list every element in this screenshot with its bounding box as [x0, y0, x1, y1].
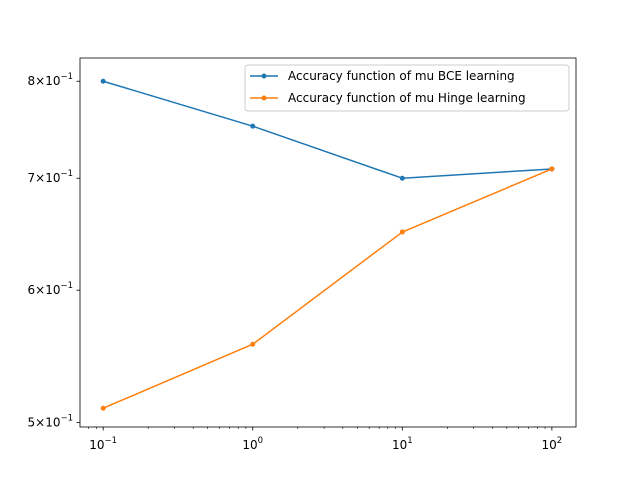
- data-point: [100, 405, 106, 411]
- legend-marker-hinge: [261, 95, 267, 101]
- series-layer: [100, 78, 555, 411]
- legend-label-hinge: Accuracy function of mu Hinge learning: [288, 91, 526, 105]
- y-axis-ticks: 5×10−1 6×10−1 7×10−1 8×10−1: [27, 72, 80, 430]
- data-point: [399, 229, 405, 235]
- legend-marker-bce: [261, 73, 267, 79]
- legend-label-bce: Accuracy function of mu BCE learning: [288, 69, 515, 83]
- x-tick-label: 101: [392, 436, 413, 452]
- plot-area-frame: [79, 57, 577, 428]
- data-point: [250, 341, 256, 347]
- data-point: [100, 78, 106, 84]
- legend: Accuracy function of mu BCE learning Acc…: [244, 64, 570, 112]
- y-tick-label: 7×10−1: [27, 169, 73, 185]
- y-tick-label: 6×10−1: [27, 281, 73, 297]
- y-tick-label: 8×10−1: [27, 72, 73, 88]
- data-point: [250, 123, 256, 129]
- series-line-1: [102, 168, 553, 409]
- x-tick-label: 102: [542, 436, 563, 452]
- x-axis-ticks: 10−1 100 101 102: [89, 427, 562, 452]
- x-tick-label: 10−1: [89, 436, 117, 452]
- x-tick-label: 100: [242, 436, 263, 452]
- data-point: [399, 175, 405, 181]
- data-point: [549, 166, 555, 172]
- series-line-0: [102, 80, 552, 179]
- legend-box: [244, 64, 570, 112]
- y-tick-label: 5×10−1: [27, 414, 73, 430]
